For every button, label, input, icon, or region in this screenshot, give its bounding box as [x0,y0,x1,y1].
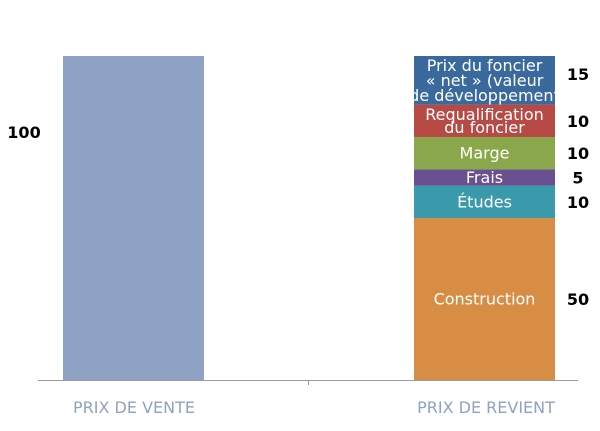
segment-requalification-du-foncier [414,104,555,137]
segment-label-requalification-du-foncier: Requalification du foncier [425,105,544,137]
segment-label-construction: Construction [434,290,536,309]
bar-prix-de-vente [63,56,204,380]
labels-layer: 100 Construction 50 Études 10 Frais 5 Marge 10 Re… [7,56,589,309]
segment-label-frais: Frais [466,168,503,187]
segment-marge [414,137,555,170]
segment-frais [414,169,555,186]
segment-label-prix-du-foncier-net-valeur-de-developpement: Prix du foncier « net » (valeur de dévelop… [409,56,560,105]
value-label-prix-de-vente: 100 [7,123,40,142]
segment-label-marge: Marge [460,144,510,163]
segment-construction [414,218,555,380]
value-label-prix-du-foncier-net-valeur-de-developpement: 15 [567,65,589,84]
segment-prix-du-foncier-net-valeur-de-developpement [414,56,555,105]
x-tick-label-prix-de-vente: PRIX DE VENTE [73,398,195,417]
value-label-construction: 50 [567,290,589,309]
segment-label-etudes: Études [457,192,512,211]
bars-layer [63,56,555,380]
segment-etudes [414,185,555,218]
value-label-marge: 10 [567,144,589,163]
x-tick-label-prix-de-revient: PRIX DE REVIENT [417,398,555,417]
value-label-etudes: 10 [567,193,589,212]
value-label-requalification-du-foncier: 10 [567,112,589,131]
value-label-frais: 5 [572,169,583,188]
